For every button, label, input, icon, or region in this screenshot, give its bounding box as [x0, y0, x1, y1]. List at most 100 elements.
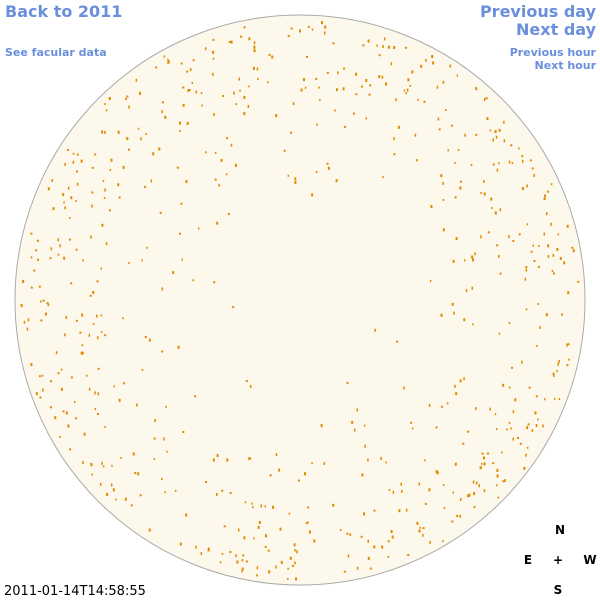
facula: [243, 112, 246, 116]
facula: [319, 99, 321, 102]
facula: [241, 570, 243, 573]
facula: [459, 379, 462, 383]
facula: [128, 261, 130, 264]
facula: [474, 252, 476, 256]
facula: [234, 163, 237, 167]
facula: [563, 261, 566, 265]
facula: [335, 179, 338, 183]
facula: [290, 131, 292, 134]
facula: [30, 232, 33, 235]
facula: [559, 257, 562, 260]
facula: [343, 67, 346, 70]
facula: [304, 86, 307, 89]
facula: [472, 258, 474, 262]
facula: [511, 162, 514, 165]
facula: [111, 464, 113, 467]
facula: [201, 104, 203, 107]
facula: [378, 54, 381, 57]
facula: [75, 319, 78, 322]
facula: [327, 166, 330, 170]
facula: [96, 412, 99, 415]
facula: [368, 93, 371, 96]
facula: [403, 89, 406, 92]
facula: [393, 46, 396, 49]
facula: [67, 148, 70, 151]
facula: [256, 67, 259, 71]
facula: [492, 138, 494, 142]
facula: [167, 58, 169, 61]
facula: [499, 272, 502, 275]
facula: [80, 351, 83, 355]
facula: [103, 196, 106, 199]
facula: [126, 95, 129, 98]
facula: [363, 424, 366, 427]
facula: [128, 105, 130, 109]
facula: [554, 397, 556, 400]
facula: [499, 208, 502, 212]
facula: [35, 249, 38, 252]
facula: [188, 89, 191, 91]
facula: [158, 147, 161, 151]
previous-hour-link[interactable]: Previous hour: [510, 46, 597, 59]
facula: [567, 291, 570, 295]
next-hour-link[interactable]: Next hour: [535, 59, 597, 72]
facula: [521, 159, 524, 163]
back-link[interactable]: Back to 2011: [5, 2, 122, 21]
facula: [577, 280, 580, 283]
facula: [308, 530, 311, 534]
facula: [428, 403, 431, 407]
facula: [400, 482, 402, 486]
facula: [278, 468, 281, 472]
facula: [326, 71, 329, 74]
facula: [75, 248, 78, 251]
facula: [496, 474, 499, 478]
facula: [419, 526, 421, 529]
facula: [311, 28, 314, 31]
facula: [50, 247, 53, 251]
facula: [464, 259, 466, 262]
facula: [67, 424, 70, 428]
facula: [373, 545, 376, 549]
facula: [101, 223, 104, 227]
facula: [496, 168, 499, 172]
facula: [552, 372, 555, 375]
facula: [293, 543, 296, 547]
facula: [226, 137, 229, 140]
facula: [388, 489, 391, 491]
facula: [553, 373, 555, 377]
facula: [502, 480, 505, 483]
facula: [79, 331, 82, 334]
facula: [132, 452, 135, 456]
facula: [57, 372, 60, 375]
facula: [292, 102, 295, 106]
facula: [220, 158, 223, 162]
facula: [233, 91, 235, 95]
facula: [460, 498, 462, 501]
facula: [137, 127, 140, 130]
facula: [332, 503, 335, 507]
facula: [245, 560, 248, 563]
next-day-link[interactable]: Next day: [516, 20, 597, 39]
facula: [471, 255, 474, 259]
facula: [440, 313, 443, 317]
facula: [109, 97, 111, 100]
facular-link[interactable]: See facular data: [5, 46, 107, 59]
facula: [153, 437, 156, 440]
facula: [442, 484, 445, 487]
facula: [405, 508, 408, 512]
compass-south: S: [554, 583, 563, 597]
facula: [104, 103, 106, 105]
facula: [102, 179, 105, 182]
facula: [110, 158, 113, 162]
facula: [385, 82, 387, 86]
facula: [70, 282, 73, 285]
facula: [226, 458, 229, 462]
facula: [253, 537, 255, 540]
facula: [69, 448, 72, 451]
previous-day-link[interactable]: Previous day: [480, 2, 597, 21]
facula: [550, 222, 552, 226]
facula: [289, 556, 292, 560]
facula: [141, 259, 143, 262]
facula: [182, 86, 185, 89]
facula: [89, 294, 92, 297]
